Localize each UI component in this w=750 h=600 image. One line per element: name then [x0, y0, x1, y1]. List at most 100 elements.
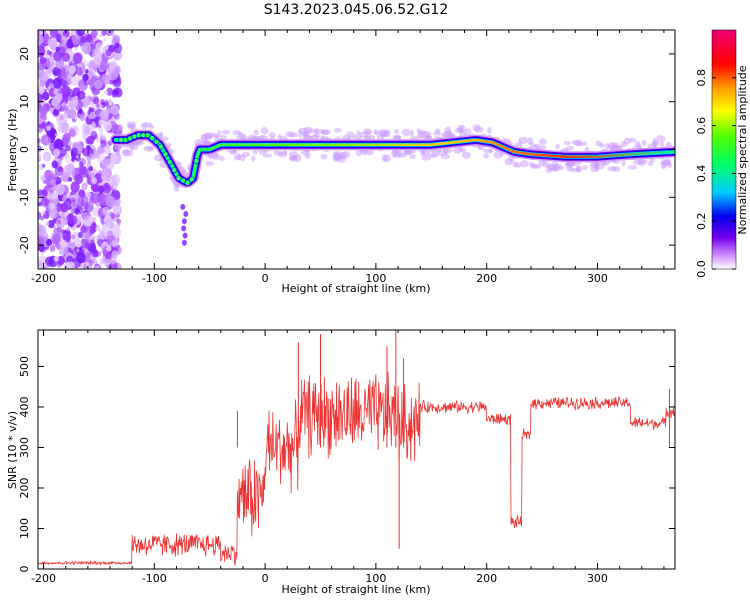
ridge-halo	[213, 133, 219, 139]
noise-blob	[85, 242, 91, 250]
noise-blob	[44, 33, 50, 40]
ridge-halo	[383, 154, 392, 163]
noise-blob	[79, 92, 85, 99]
noise-blob	[71, 208, 75, 214]
colorbar-gradient	[711, 29, 737, 270]
noise-blob	[71, 157, 75, 162]
noise-blob	[89, 192, 99, 204]
noise-blob	[81, 42, 92, 55]
noise-blob	[89, 111, 96, 120]
ridge-halo	[307, 128, 316, 134]
noise-blob	[112, 190, 121, 201]
noise-blob	[53, 89, 58, 95]
ridge-halo	[538, 138, 548, 145]
ridge-halo	[504, 158, 514, 166]
noise-blob	[107, 230, 113, 237]
ridge-halo	[394, 128, 400, 134]
ridge-halo	[392, 134, 402, 140]
ridge-halo	[595, 140, 603, 147]
noise-blob	[50, 178, 56, 186]
noise-blob	[38, 93, 43, 104]
noise-blob	[64, 155, 72, 163]
ridge-halo	[566, 166, 574, 172]
noise-blob	[59, 121, 70, 133]
snr-xtick-label: 300	[587, 572, 608, 585]
noise-blob	[38, 153, 42, 161]
ridge-halo	[632, 159, 643, 166]
ridge-peak-dot	[180, 177, 186, 184]
noise-blob	[55, 46, 61, 53]
noise-blob	[75, 239, 82, 248]
ridge-halo	[464, 128, 472, 137]
noise-blob	[46, 125, 51, 131]
noise-blob	[71, 34, 81, 45]
noise-blob	[38, 138, 41, 144]
noise-blob	[70, 197, 76, 203]
snr-ytick-label: 100	[18, 518, 31, 539]
noise-blob	[85, 261, 90, 267]
noise-blob	[102, 223, 106, 228]
noise-blob	[40, 107, 48, 116]
ridge-halo	[432, 131, 442, 136]
ridge-halo	[218, 155, 225, 162]
ridge-halo	[397, 153, 407, 158]
ridge-halo	[539, 145, 547, 151]
ridge-halo	[663, 158, 672, 163]
snr-ylabel: SNR (10 * v/v)	[6, 411, 19, 489]
ridge-halo	[208, 153, 213, 160]
ridge-halo	[461, 151, 471, 159]
noise-blob	[66, 213, 74, 222]
noise-blob	[96, 234, 101, 239]
ridge-halo	[641, 140, 647, 146]
snr-ytick-label: 500	[18, 356, 31, 377]
ridge-layer-core	[114, 133, 675, 184]
noise-blob	[71, 234, 76, 240]
ridge-halo	[581, 165, 589, 170]
ridge-halo	[253, 129, 259, 136]
snr-panel: -200 -100 0 100 200 300 0 100 200 300 400 500 Heigh…	[6, 329, 676, 596]
noise-blob	[110, 105, 119, 116]
noise-blob	[55, 58, 65, 69]
ridge-peak-dot	[162, 151, 169, 158]
noise-blob	[92, 235, 96, 240]
colorbar-tick-label: 0.4	[695, 165, 708, 183]
noise-blob	[107, 175, 118, 188]
ridge-halo	[571, 139, 581, 146]
noise-blob	[67, 243, 72, 248]
noise-blob	[60, 202, 69, 213]
noise-blob	[49, 191, 59, 202]
noise-blob	[78, 161, 84, 167]
ridge-branch-blob	[181, 225, 187, 232]
noise-blob	[38, 227, 45, 238]
noise-blob	[76, 252, 86, 264]
noise-blob	[76, 30, 86, 37]
noise-blob	[102, 182, 112, 194]
ridge-halo	[584, 146, 589, 153]
noise-blob	[100, 230, 106, 237]
noise-blob	[83, 60, 89, 67]
noise-blob	[103, 37, 107, 42]
ridge-halo	[512, 161, 519, 168]
snr-ytick-label: 400	[18, 396, 31, 417]
ridge-halo	[648, 160, 654, 167]
noise-blob	[40, 42, 46, 49]
snr-xtick-label: 0	[262, 572, 269, 585]
noise-blob	[99, 33, 103, 38]
noise-blob	[60, 239, 68, 248]
ridge-halo	[262, 153, 273, 158]
ridge-halo	[667, 162, 672, 169]
noise-blob	[68, 65, 76, 75]
colorbar-tick-label: 0.2	[695, 212, 708, 230]
noise-blob	[53, 148, 61, 157]
noise-blob	[103, 121, 112, 132]
snr-ytick-label: 0	[18, 566, 31, 573]
noise-blob	[95, 42, 103, 51]
ridge-halo	[529, 163, 539, 169]
noise-blob	[54, 255, 59, 262]
ridge-halo	[300, 149, 310, 156]
noise-blob	[90, 176, 98, 185]
colorbar-tick-label: 0.0	[695, 260, 708, 278]
noise-blob	[95, 137, 100, 143]
noise-blob	[99, 109, 110, 121]
noise-blob	[70, 181, 80, 193]
